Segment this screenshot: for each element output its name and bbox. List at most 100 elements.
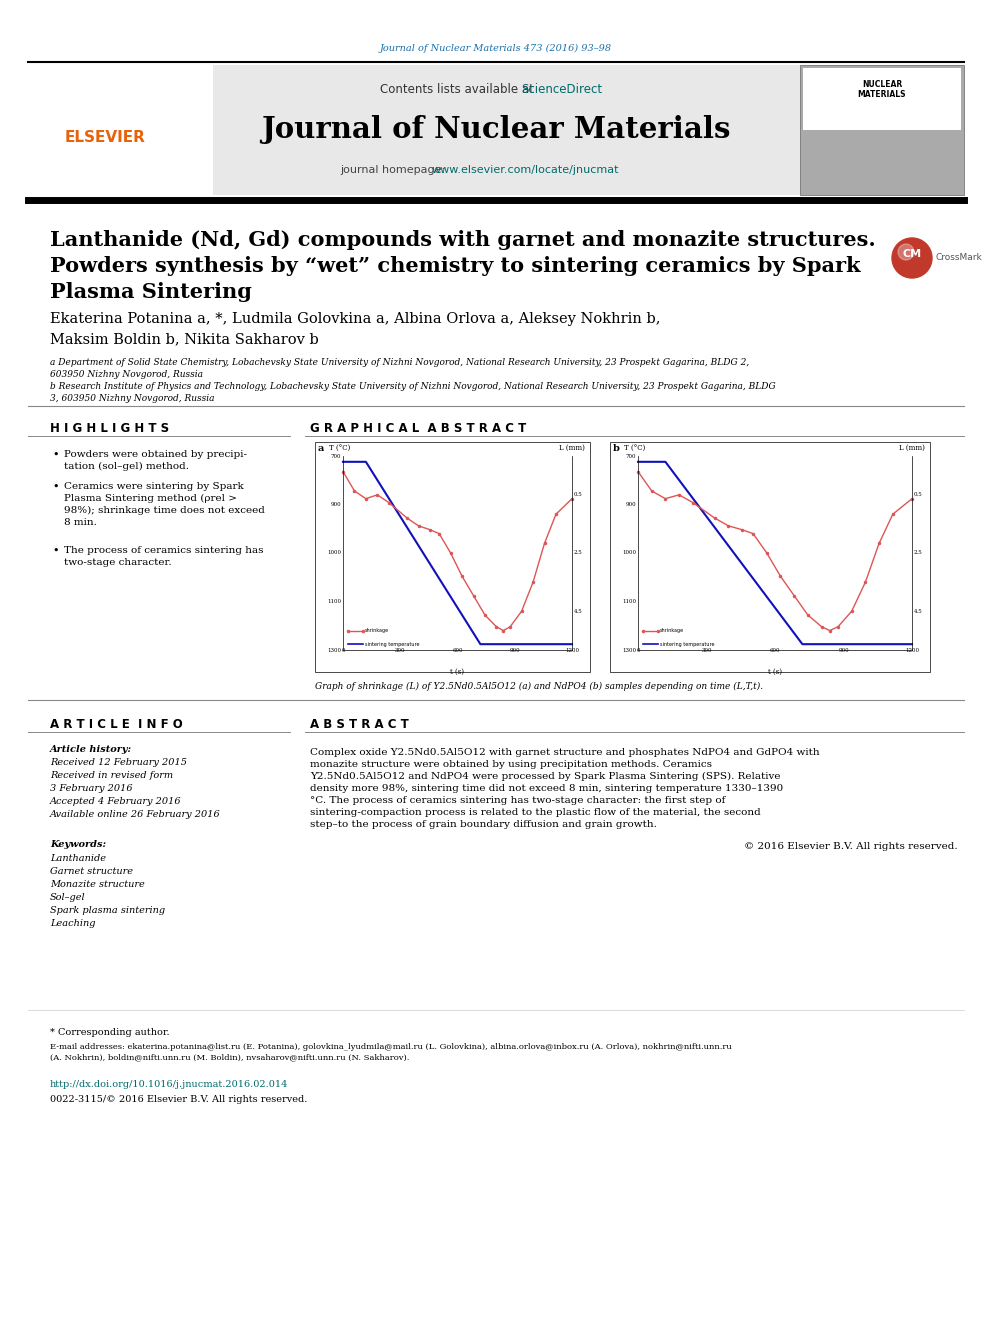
Text: Monazite structure: Monazite structure (50, 880, 145, 889)
Text: 3 February 2016: 3 February 2016 (50, 785, 133, 792)
Text: A B S T R A C T: A B S T R A C T (310, 718, 409, 732)
Text: Accepted 4 February 2016: Accepted 4 February 2016 (50, 796, 182, 806)
Text: CM: CM (903, 249, 922, 259)
Text: Garnet structure: Garnet structure (50, 867, 133, 876)
Text: Maksim Boldin b, Nikita Sakharov b: Maksim Boldin b, Nikita Sakharov b (50, 332, 318, 347)
Text: 4.5: 4.5 (574, 609, 582, 614)
Text: www.elsevier.com/locate/jnucmat: www.elsevier.com/locate/jnucmat (432, 165, 619, 175)
Text: t (s): t (s) (450, 668, 464, 676)
Text: Journal of Nuclear Materials 473 (2016) 93–98: Journal of Nuclear Materials 473 (2016) … (380, 44, 612, 53)
Text: Received in revised form: Received in revised form (50, 771, 174, 781)
Text: 600: 600 (770, 648, 781, 654)
Text: ELSEVIER: ELSEVIER (65, 130, 146, 146)
Text: 1100: 1100 (327, 599, 341, 605)
Text: 1300: 1300 (327, 647, 341, 652)
Text: H I G H L I G H T S: H I G H L I G H T S (50, 422, 169, 435)
Text: 900: 900 (510, 648, 520, 654)
Text: (A. Nokhrin), boldin@nifti.unn.ru (M. Boldin), nvsaharov@nifti.unn.ru (N. Sakhar: (A. Nokhrin), boldin@nifti.unn.ru (M. Bo… (50, 1053, 410, 1061)
Text: shrinkage: shrinkage (365, 628, 389, 634)
Text: Keywords:: Keywords: (50, 840, 106, 849)
Text: Received 12 February 2015: Received 12 February 2015 (50, 758, 187, 767)
Text: 900: 900 (330, 501, 341, 507)
Bar (28, 65, 964, 194)
Text: sintering temperature: sintering temperature (660, 642, 714, 647)
Text: density more 98%, sintering time did not exceed 8 min, sintering temperature 133: density more 98%, sintering time did not… (310, 785, 784, 792)
Text: t (s): t (s) (768, 668, 782, 676)
Text: Plasma Sintering: Plasma Sintering (50, 282, 252, 302)
Text: T (°C): T (°C) (624, 445, 645, 452)
Bar (28, 65, 213, 194)
Text: L (mm): L (mm) (559, 445, 585, 452)
Text: CrossMark: CrossMark (935, 254, 982, 262)
Text: 1100: 1100 (622, 599, 636, 605)
Text: 2.5: 2.5 (914, 550, 923, 556)
Text: °C. The process of ceramics sintering has two-stage character: the first step of: °C. The process of ceramics sintering ha… (310, 796, 725, 804)
Text: •: • (52, 482, 59, 492)
Text: 8 min.: 8 min. (64, 519, 97, 527)
Text: Ekaterina Potanina a, *, Ludmila Golovkina a, Albina Orlova a, Aleksey Nokhrin b: Ekaterina Potanina a, *, Ludmila Golovki… (50, 312, 661, 325)
Text: tation (sol–gel) method.: tation (sol–gel) method. (64, 462, 189, 471)
Text: Contents lists available at: Contents lists available at (380, 83, 538, 97)
Text: b: b (613, 445, 620, 452)
Text: E-mail addresses: ekaterina.potanina@list.ru (E. Potanina), golovkina_lyudmila@m: E-mail addresses: ekaterina.potanina@lis… (50, 1043, 732, 1050)
Text: sintering temperature: sintering temperature (365, 642, 420, 647)
Text: 1000: 1000 (327, 550, 341, 556)
Circle shape (892, 238, 932, 278)
Text: 603950 Nizhny Novgorod, Russia: 603950 Nizhny Novgorod, Russia (50, 370, 203, 378)
Text: sintering-compaction process is related to the plastic flow of the material, the: sintering-compaction process is related … (310, 808, 761, 818)
Text: 4.5: 4.5 (914, 609, 923, 614)
Text: * Corresponding author.: * Corresponding author. (50, 1028, 170, 1037)
Text: two-stage character.: two-stage character. (64, 558, 172, 568)
Text: a Department of Solid State Chemistry, Lobachevsky State University of Nizhni No: a Department of Solid State Chemistry, L… (50, 359, 749, 366)
Text: Article history:: Article history: (50, 745, 132, 754)
Text: 300: 300 (701, 648, 711, 654)
Text: Powders synthesis by “wet” chemistry to sintering ceramics by Spark: Powders synthesis by “wet” chemistry to … (50, 255, 860, 277)
Text: monazite structure were obtained by using precipitation methods. Ceramics: monazite structure were obtained by usin… (310, 759, 712, 769)
Text: Y2.5Nd0.5Al5O12 and NdPO4 were processed by Spark Plasma Sintering (SPS). Relati: Y2.5Nd0.5Al5O12 and NdPO4 were processed… (310, 773, 781, 781)
Text: 1200: 1200 (565, 648, 579, 654)
Text: Lanthanide (Nd, Gd) compounds with garnet and monazite structures.: Lanthanide (Nd, Gd) compounds with garne… (50, 230, 876, 250)
Text: shrinkage: shrinkage (660, 628, 684, 634)
Text: Available online 26 February 2016: Available online 26 February 2016 (50, 810, 221, 819)
Text: L (mm): L (mm) (899, 445, 925, 452)
Text: © 2016 Elsevier B.V. All rights reserved.: © 2016 Elsevier B.V. All rights reserved… (744, 841, 958, 851)
Text: 0.5: 0.5 (574, 492, 582, 497)
Text: T (°C): T (°C) (329, 445, 350, 452)
Text: a: a (318, 445, 324, 452)
Text: Graph of shrinkage (L) of Y2.5Nd0.5Al5O12 (a) and NdPO4 (b) samples depending on: Graph of shrinkage (L) of Y2.5Nd0.5Al5O1… (315, 681, 763, 691)
Text: A R T I C L E  I N F O: A R T I C L E I N F O (50, 718, 183, 732)
Text: 0.5: 0.5 (914, 492, 923, 497)
Text: 0: 0 (341, 648, 345, 654)
Text: http://dx.doi.org/10.1016/j.jnucmat.2016.02.014: http://dx.doi.org/10.1016/j.jnucmat.2016… (50, 1080, 289, 1089)
Text: Journal of Nuclear Materials: Journal of Nuclear Materials (261, 115, 731, 144)
Text: 2.5: 2.5 (574, 550, 582, 556)
Text: 98%); shrinkage time does not exceed: 98%); shrinkage time does not exceed (64, 505, 265, 515)
Text: Leaching: Leaching (50, 919, 95, 927)
Text: Ceramics were sintering by Spark: Ceramics were sintering by Spark (64, 482, 244, 491)
Text: 0022-3115/© 2016 Elsevier B.V. All rights reserved.: 0022-3115/© 2016 Elsevier B.V. All right… (50, 1095, 308, 1103)
Text: 1200: 1200 (905, 648, 919, 654)
Text: step–to the process of grain boundary diffusion and grain growth.: step–to the process of grain boundary di… (310, 820, 657, 830)
Text: •: • (52, 546, 59, 556)
Bar (315, 442, 590, 672)
Text: b Research Institute of Physics and Technology, Lobachevsky State University of : b Research Institute of Physics and Tech… (50, 382, 776, 392)
Text: NUCLEAR
MATERIALS: NUCLEAR MATERIALS (858, 79, 907, 99)
Text: G R A P H I C A L  A B S T R A C T: G R A P H I C A L A B S T R A C T (310, 422, 526, 435)
Text: 3, 603950 Nizhny Novgorod, Russia: 3, 603950 Nizhny Novgorod, Russia (50, 394, 214, 404)
Text: journal homepage:: journal homepage: (340, 165, 448, 175)
Text: Plasma Sintering method (ρrel >: Plasma Sintering method (ρrel > (64, 493, 237, 503)
Text: 600: 600 (452, 648, 462, 654)
Text: Sol–gel: Sol–gel (50, 893, 85, 902)
Circle shape (898, 243, 914, 261)
Bar (800, 65, 964, 194)
Text: The process of ceramics sintering has: The process of ceramics sintering has (64, 546, 264, 556)
Text: 900: 900 (625, 501, 636, 507)
Text: 1300: 1300 (622, 647, 636, 652)
Bar (803, 67, 961, 130)
Text: 900: 900 (838, 648, 849, 654)
Text: 0: 0 (636, 648, 640, 654)
Text: Lanthanide: Lanthanide (50, 855, 106, 863)
Text: 700: 700 (330, 454, 341, 459)
Text: Complex oxide Y2.5Nd0.5Al5O12 with garnet structure and phosphates NdPO4 and GdP: Complex oxide Y2.5Nd0.5Al5O12 with garne… (310, 747, 819, 757)
Text: 1000: 1000 (622, 550, 636, 556)
